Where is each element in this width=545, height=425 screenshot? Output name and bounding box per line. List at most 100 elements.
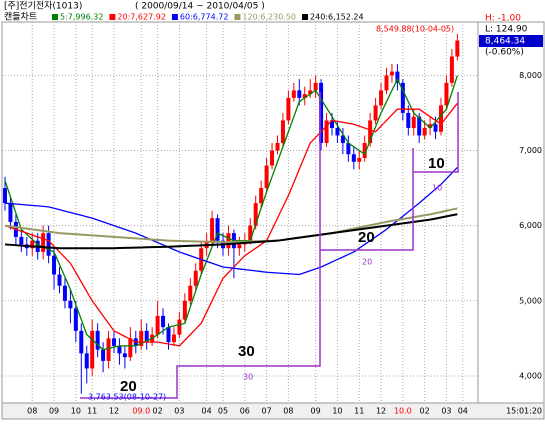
candle-body [161, 315, 166, 328]
candle-body [389, 71, 394, 76]
candle-body [155, 315, 160, 335]
x-tick-label: 08 [27, 407, 37, 416]
x-tick-label: 05 [218, 407, 228, 416]
cycle-count: 30 [238, 343, 255, 360]
high-annotation: 8,549.88(10-04-05) [376, 25, 454, 34]
moving-average-line [4, 213, 458, 250]
candle-body [357, 158, 362, 162]
candle-body [379, 90, 384, 106]
cycle-label: 20 [362, 258, 372, 267]
candle-body [428, 124, 433, 128]
cycle-line [320, 148, 414, 251]
x-tick-label: 12 [109, 407, 119, 416]
last-box [479, 35, 543, 47]
stat-change: (-0.60%) [485, 48, 524, 58]
cycle-count: 20 [358, 229, 375, 246]
candle-body [302, 94, 307, 98]
cycle-line [413, 92, 459, 173]
legend-entry: 60:6,774.72 [180, 13, 229, 22]
candle-body [90, 330, 95, 369]
candle-body [52, 255, 57, 275]
chart-label: 캔들차트 [4, 11, 37, 23]
x-tick-label: 02 [153, 407, 163, 416]
candle-body [444, 82, 449, 106]
candle-body [259, 188, 264, 204]
stat-low: L: 124.90 [485, 25, 528, 35]
y-tick-label: 4,000 [519, 371, 542, 380]
stat-high: H: -1.00 [485, 14, 521, 24]
candle-body [417, 116, 422, 136]
cycle-count: 20 [120, 378, 137, 395]
candle-body [330, 120, 334, 128]
candle-body [182, 300, 187, 320]
x-tick-label: 03 [441, 407, 451, 416]
moving-average-line [4, 166, 458, 276]
candle-body [139, 330, 144, 346]
x-tick-label: 10 [332, 407, 342, 416]
x-tick-label: 09.0 [132, 407, 150, 416]
candle-body [177, 319, 182, 335]
candle-body [351, 154, 356, 162]
candle-body [319, 82, 324, 143]
candle-body [188, 285, 193, 301]
low-annotation: 3,763.53(08-10-27) [88, 393, 166, 402]
candle-body [248, 225, 253, 241]
legend-entry: 120:6,230.50 [242, 13, 296, 22]
candle-body [73, 308, 78, 331]
legend-entry: 5:7,996.32 [60, 13, 103, 22]
x-tick-label: 12 [376, 407, 386, 416]
chart-title: [주]전기전자(1013) [4, 1, 82, 12]
candle-body [324, 120, 329, 143]
candle-body [297, 90, 302, 98]
candle-body [46, 233, 51, 256]
y-tick-label: 6,000 [519, 221, 542, 230]
candle-body [384, 75, 389, 91]
candle-body [439, 105, 443, 132]
legend-swatch [52, 14, 58, 20]
candle-body [128, 338, 133, 358]
candle-body [449, 56, 454, 83]
legend-swatch [171, 14, 178, 20]
y-tick-label: 5,000 [519, 296, 542, 305]
candle-body [144, 330, 149, 343]
legend-swatch [234, 14, 241, 20]
x-axis-band [1, 402, 545, 420]
candle-body [286, 97, 291, 121]
candle-body [3, 188, 7, 204]
candle-body [106, 338, 111, 361]
x-tick-label: 04 [458, 407, 468, 416]
candle-body [264, 165, 269, 189]
time-label: 15:01:20 [506, 407, 542, 416]
legend-entry: 240:6,152.24 [310, 13, 364, 22]
x-tick-label: 08 [283, 407, 293, 416]
candle-body [117, 345, 122, 354]
candle-body [340, 135, 345, 143]
moving-average-line [4, 75, 458, 351]
cycle-label: 30 [243, 373, 253, 382]
candle-body [362, 142, 367, 159]
candle-body [346, 142, 351, 155]
candle-body [215, 218, 220, 241]
candle-body [101, 349, 106, 361]
candle-body [41, 233, 46, 252]
candle-body [30, 240, 35, 249]
cycle-label: 10 [432, 184, 442, 193]
candle-body [122, 353, 127, 358]
candle-body [313, 82, 318, 91]
annotations: 8,549.88(10-04-05) 3,763.53(08-10-27) 20… [80, 25, 459, 402]
x-tick-label: 11 [87, 407, 97, 416]
y-tick-label: 7,000 [519, 146, 542, 155]
candle-body [193, 270, 198, 286]
candle-body [433, 124, 438, 132]
legend-swatch [302, 14, 309, 20]
candle-body [308, 90, 313, 95]
candle-body [275, 142, 280, 151]
stat-last: 8,464.34 [485, 37, 525, 47]
candle-body [411, 116, 416, 128]
candle-body [171, 334, 176, 343]
x-tick-label: 03 [174, 407, 184, 416]
x-tick-label: 10 [71, 407, 81, 416]
candle-body [406, 112, 411, 128]
x-tick-label: 07 [262, 407, 272, 416]
